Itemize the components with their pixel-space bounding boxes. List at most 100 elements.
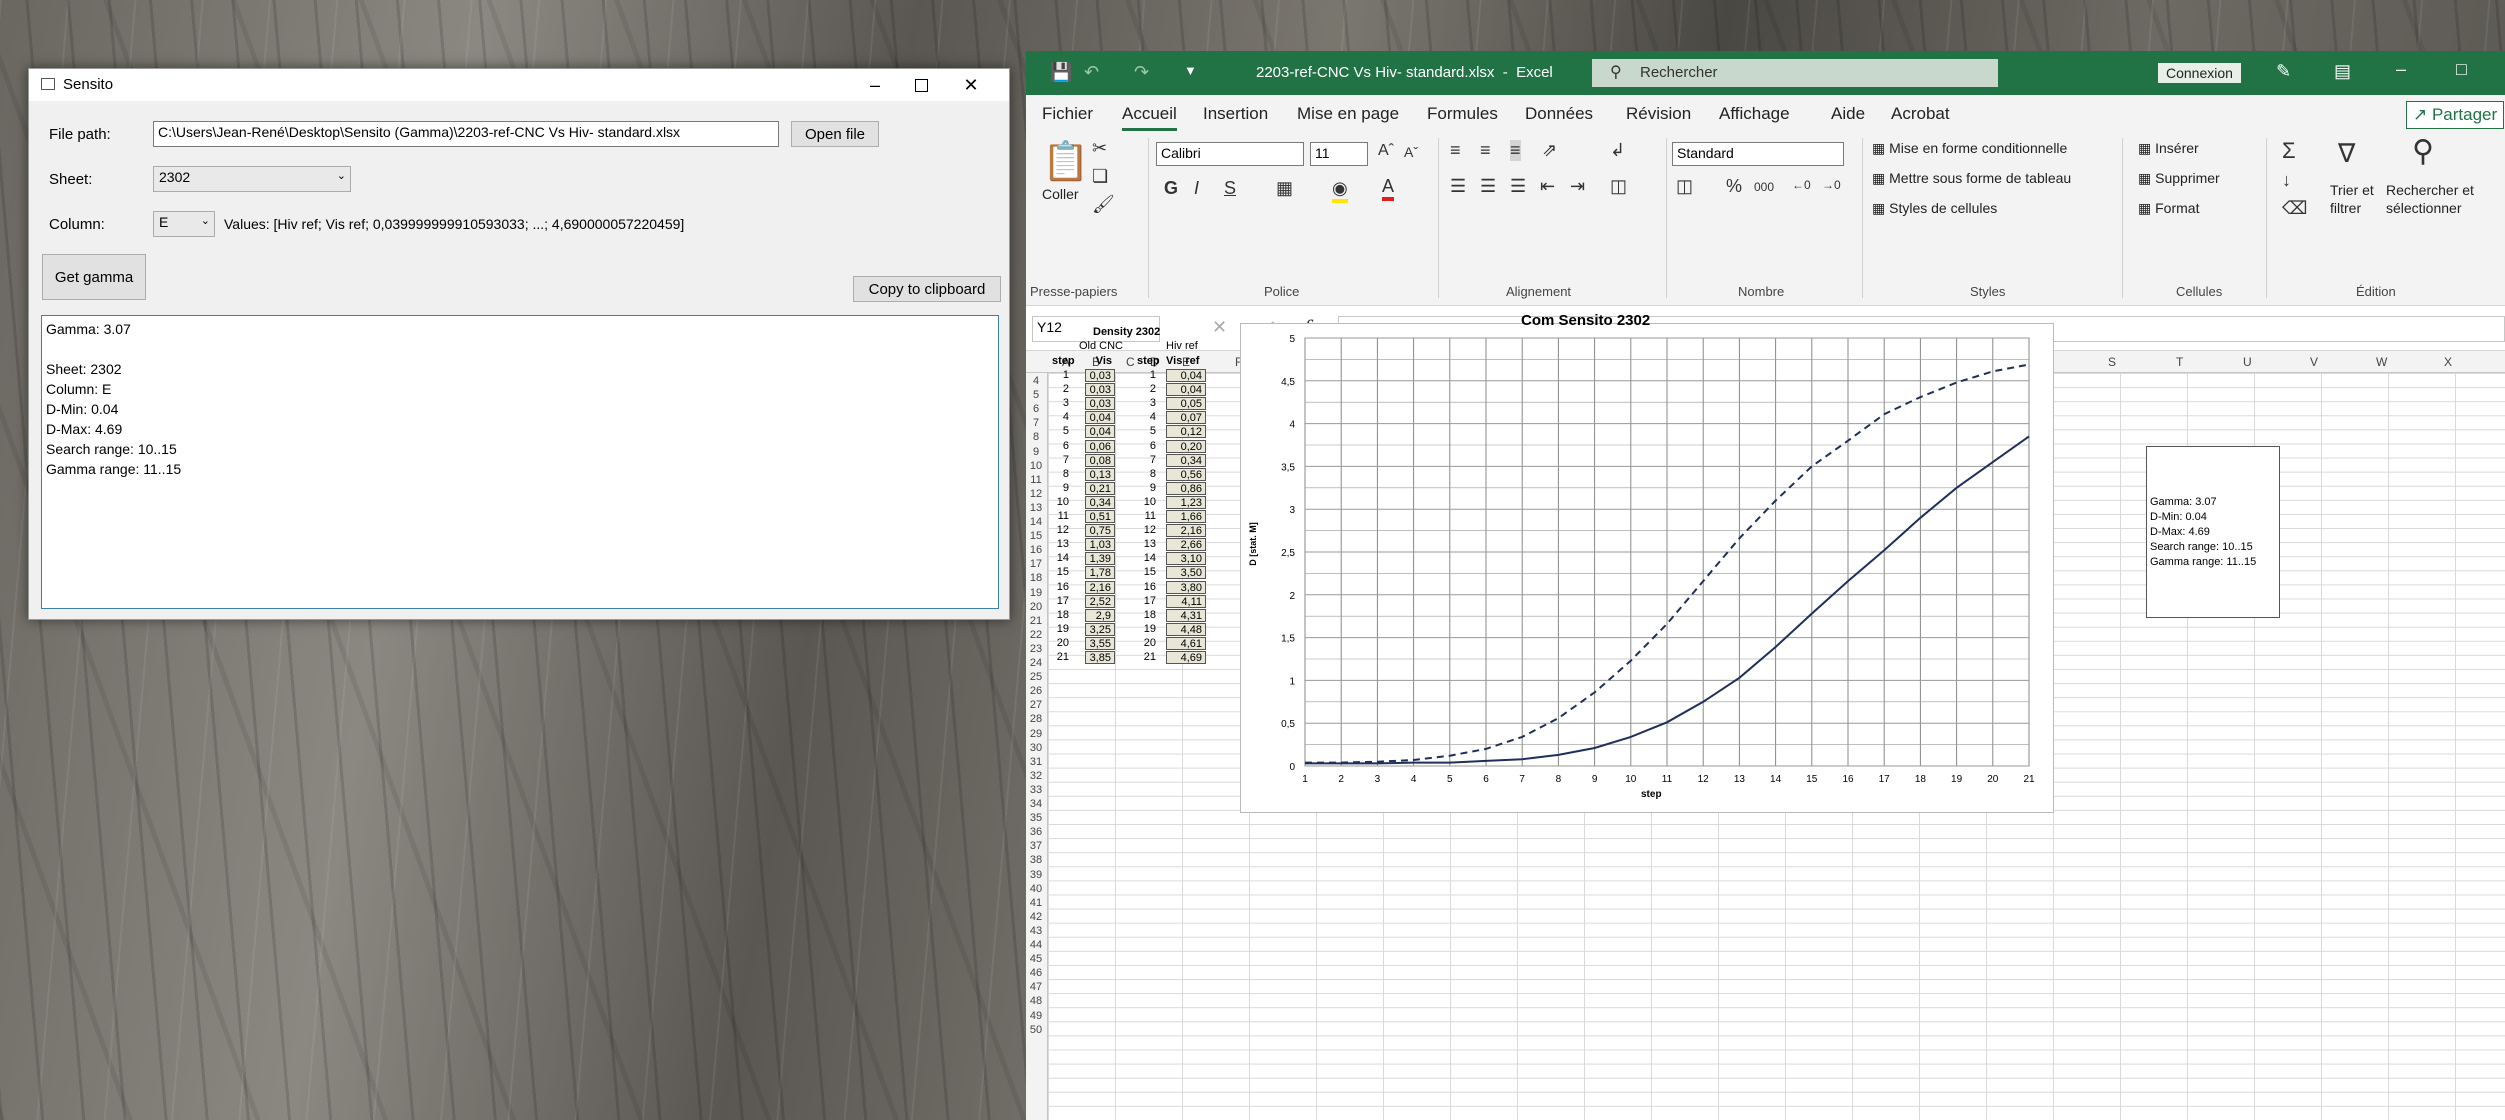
table-cell[interactable]: 10 (1143, 495, 1156, 508)
row-header-40[interactable]: 40 (1029, 882, 1043, 895)
copy-clipboard-button[interactable]: Copy to clipboard (853, 276, 1001, 302)
column-header-f[interactable]: F (1235, 355, 1243, 369)
column-header-v[interactable]: V (2310, 355, 2319, 369)
table-cell[interactable]: 20 (1143, 636, 1156, 649)
decrease-decimal-icon[interactable]: →0 (1822, 178, 1841, 192)
table-cell[interactable]: 0,03 (1085, 397, 1115, 411)
table-cell[interactable]: 21 (1143, 651, 1156, 663)
table-cell[interactable]: 2,52 (1085, 594, 1115, 608)
row-header-17[interactable]: 17 (1029, 558, 1043, 571)
percent-icon[interactable]: % (1726, 176, 1743, 196)
table-cell[interactable]: 4,11 (1166, 594, 1206, 608)
file-path-input[interactable]: C:\Users\Jean-René\Desktop\Sensito (Gamm… (153, 121, 779, 147)
table-cell[interactable]: 0,34 (1166, 453, 1206, 467)
table-cell[interactable]: 3,80 (1166, 580, 1206, 594)
table-cell[interactable]: 3,55 (1085, 636, 1115, 650)
align-center-icon[interactable]: ☰ (1480, 176, 1497, 196)
table-cell[interactable]: 8 (1149, 467, 1156, 480)
table-cell[interactable]: 5 (1062, 425, 1069, 438)
row-header-8[interactable]: 8 (1032, 431, 1040, 444)
table-cell[interactable]: 1,23 (1166, 495, 1206, 509)
tab-fichier[interactable]: Fichier (1042, 104, 1094, 123)
table-cell[interactable]: 0,05 (1166, 397, 1206, 411)
row-header-9[interactable]: 9 (1032, 445, 1040, 458)
table-cell[interactable]: 17 (1143, 594, 1156, 607)
format-button[interactable]: ▦ Format (2138, 200, 2199, 217)
column-select[interactable]: E ⌄ (153, 211, 215, 237)
table-cell[interactable]: 11 (1144, 510, 1156, 522)
sheet-select[interactable]: 2302 ⌄ (153, 166, 351, 192)
tab-acrobat[interactable]: Acrobat (1891, 104, 1950, 123)
row-header-30[interactable]: 30 (1029, 741, 1043, 754)
find-select-icon[interactable]: ⚲ (2412, 135, 2434, 168)
table-cell[interactable]: 1,78 (1085, 566, 1115, 580)
table-cell[interactable]: 14 (1056, 552, 1069, 565)
table-cell[interactable]: 19 (1056, 622, 1069, 635)
format-painter-icon[interactable]: 🖌 (1092, 194, 1115, 214)
copy-icon[interactable]: ❏ (1092, 166, 1109, 186)
font-name-select[interactable]: Calibri (1156, 142, 1304, 166)
align-top-icon[interactable]: ≡ (1450, 140, 1461, 160)
column-header-d[interactable]: D (1150, 355, 1159, 369)
number-format-select[interactable]: Standard (1672, 142, 1844, 166)
search-box[interactable]: ⚲ Rechercher (1592, 59, 1998, 87)
table-cell[interactable]: 6 (1062, 439, 1069, 452)
row-header-16[interactable]: 16 (1029, 544, 1043, 557)
clear-icon[interactable]: ⌫ (2282, 198, 2308, 218)
row-header-12[interactable]: 12 (1029, 487, 1043, 500)
currency-icon[interactable]: ◫ (1676, 176, 1694, 196)
row-header-19[interactable]: 19 (1029, 586, 1043, 599)
italic-icon[interactable]: I (1194, 178, 1200, 198)
table-cell[interactable]: 3,10 (1166, 552, 1206, 566)
table-cell[interactable]: 1,03 (1085, 538, 1115, 552)
column-header-e[interactable]: E (1182, 355, 1191, 369)
sort-filter-label-2[interactable]: filtrer (2330, 200, 2362, 216)
table-cell[interactable]: 16 (1056, 580, 1069, 593)
table-cell[interactable]: 15 (1143, 566, 1156, 579)
row-header-35[interactable]: 35 (1029, 812, 1043, 825)
table-cell[interactable]: 4,48 (1166, 622, 1206, 636)
ribbon-display-icon[interactable]: ▤ (2334, 61, 2352, 81)
font-color-icon[interactable]: A (1382, 176, 1395, 201)
table-cell[interactable]: 4 (1062, 411, 1069, 424)
row-header-25[interactable]: 25 (1029, 671, 1043, 684)
increase-decimal-icon[interactable]: ←0 (1792, 178, 1811, 192)
row-header-48[interactable]: 48 (1029, 995, 1043, 1008)
grow-font-icon[interactable]: Aˆ (1378, 142, 1394, 159)
chart[interactable]: 0 0,5 1 1,5 2 2,5 3 3,5 4 4,5 5 1 2 3 4 5 6 7 8 9 10 11 12 13 14… (1240, 312, 2054, 813)
table-cell[interactable]: 11 (1057, 510, 1069, 522)
table-cell[interactable]: 0,34 (1085, 495, 1115, 509)
table-cell[interactable]: 0,06 (1085, 439, 1115, 453)
tab-mise-en-page[interactable]: Mise en page (1297, 104, 1400, 123)
underline-icon[interactable]: S (1224, 178, 1237, 198)
autosum-icon[interactable]: Σ (2282, 138, 2296, 163)
minimize-icon[interactable]: – (869, 74, 880, 95)
table-cell[interactable]: 0,03 (1085, 383, 1115, 397)
table-cell[interactable]: 0,04 (1166, 369, 1206, 382)
row-header-33[interactable]: 33 (1029, 783, 1043, 796)
row-header-31[interactable]: 31 (1029, 755, 1043, 768)
redo-icon[interactable]: ↷ (1134, 62, 1150, 82)
row-header-24[interactable]: 24 (1029, 657, 1043, 669)
share-button[interactable]: ↗ Partager (2406, 101, 2505, 129)
paste-label[interactable]: Coller (1042, 186, 1079, 202)
conditional-format-button[interactable]: ▦ Mise en forme conditionnelle (1872, 140, 2067, 157)
table-cell[interactable]: 0,12 (1166, 425, 1206, 439)
table-cell[interactable]: 5 (1149, 425, 1156, 438)
column-header-t[interactable]: T (2176, 355, 2184, 369)
output-textarea[interactable]: Gamma: 3.07 Sheet: 2302 Column: E D-Min:… (41, 315, 999, 609)
table-cell[interactable]: 4,61 (1166, 636, 1206, 650)
table-cell[interactable]: 17 (1056, 594, 1069, 607)
orientation-icon[interactable]: ⇗ (1542, 140, 1558, 160)
row-header-11[interactable]: 11 (1030, 473, 1042, 486)
table-cell[interactable]: 18 (1056, 608, 1069, 621)
row-header-50[interactable]: 50 (1029, 1023, 1043, 1036)
table-cell[interactable]: 14 (1143, 552, 1156, 565)
table-cell[interactable]: 20 (1056, 636, 1069, 649)
table-cell[interactable]: 16 (1143, 580, 1156, 593)
table-cell[interactable]: 0,13 (1085, 467, 1115, 481)
row-header-34[interactable]: 34 (1029, 798, 1043, 810)
table-cell[interactable]: 0,08 (1085, 453, 1115, 467)
row-header-43[interactable]: 43 (1029, 924, 1043, 937)
row-header-36[interactable]: 36 (1029, 826, 1043, 839)
